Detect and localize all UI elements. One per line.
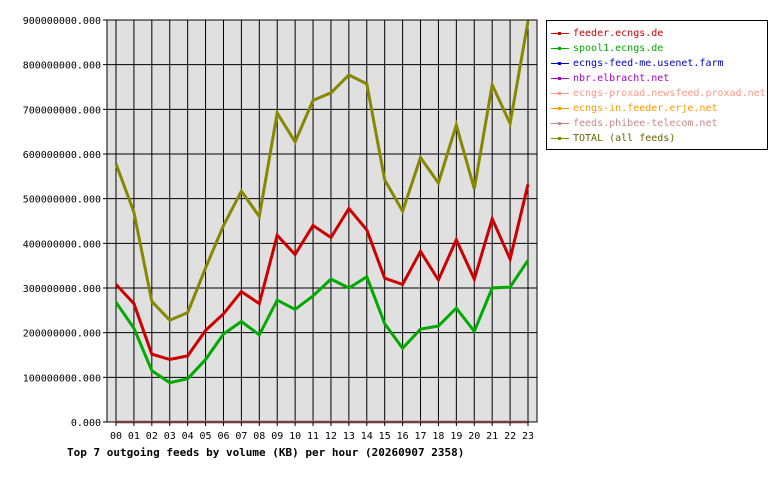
legend-label: ecngs-proxad.newsfeed.proxad.net (573, 88, 766, 99)
x-tick-label: 23 (522, 431, 534, 442)
x-tick-label: 15 (379, 431, 391, 442)
legend-label: nbr.elbracht.net (573, 73, 670, 84)
y-tick-label: 600000000.000 (23, 150, 101, 161)
x-tick-label: 16 (397, 431, 409, 442)
x-tick-label: 10 (289, 431, 301, 442)
x-tick-label: 05 (200, 431, 212, 442)
y-tick-label: 900000000.000 (23, 16, 101, 27)
legend-label: feeder.ecngs.de (573, 28, 664, 39)
x-tick-label: 02 (146, 431, 158, 442)
legend-label: ecngs-in.feeder.erje.net (573, 103, 718, 114)
legend-swatch (551, 62, 569, 65)
plot-background (107, 20, 537, 422)
x-tick-label: 21 (486, 431, 498, 442)
legend-item: nbr.elbracht.net (551, 71, 767, 86)
y-axis: 0.000 100000000.000 200000000.000 300000000… (23, 16, 107, 429)
x-tick-label: 14 (361, 431, 373, 442)
legend-label: spool1.ecngs.de (573, 43, 664, 54)
y-tick-label: 400000000.000 (23, 239, 101, 250)
legend-swatch (551, 47, 569, 50)
x-tick-label: 22 (504, 431, 516, 442)
legend-label: feeds.phibee-telecom.net (573, 118, 718, 129)
series-line-7 (114, 21, 530, 322)
legend: feeder.ecngs.de spool1.ecngs.de ecngs-feed… (546, 20, 768, 150)
x-tick-label: 07 (235, 431, 247, 442)
y-tick-label: 800000000.000 (23, 61, 101, 72)
legend-label: TOTAL (all feeds) (573, 133, 676, 144)
y-tick-label: 200000000.000 (23, 329, 101, 340)
x-tick-label: 09 (271, 431, 283, 442)
legend-swatch (551, 92, 569, 95)
x-tick-label: 11 (307, 431, 319, 442)
y-tick-label: 700000000.000 (23, 105, 101, 116)
y-tick-label: 500000000.000 (23, 195, 101, 206)
legend-item: ecngs-feed-me.usenet.farm (551, 56, 767, 71)
series-line-1 (114, 259, 530, 385)
legend-item: spool1.ecngs.de (551, 41, 767, 56)
legend-item: ecngs-in.feeder.erje.net (551, 101, 767, 116)
legend-swatch (551, 107, 569, 110)
x-tick-label: 19 (450, 431, 462, 442)
legend-item: feeds.phibee-telecom.net (551, 116, 767, 131)
y-tick-label: 300000000.000 (23, 284, 101, 295)
legend-swatch (551, 77, 569, 80)
x-tick-label: 03 (164, 431, 176, 442)
legend-swatch (551, 137, 569, 140)
series-line-0 (114, 184, 530, 362)
x-tick-label: 18 (432, 431, 444, 442)
legend-item: TOTAL (all feeds) (551, 131, 767, 146)
chart-title: Top 7 outgoing feeds by volume (KB) per … (67, 446, 464, 459)
legend-item: ecngs-proxad.newsfeed.proxad.net (551, 86, 767, 101)
x-tick-label: 04 (182, 431, 194, 442)
legend-swatch (551, 122, 569, 125)
legend-item: feeder.ecngs.de (551, 26, 767, 41)
legend-label: ecngs-feed-me.usenet.farm (573, 58, 724, 69)
y-tick-label: 0.000 (71, 418, 101, 429)
x-tick-label: 12 (325, 431, 337, 442)
x-axis: 00 01 02 03 04 05 06 07 08 09 10 11 12 13 14 15 16 17 18 19… (110, 422, 534, 442)
x-tick-label: 20 (468, 431, 480, 442)
x-tick-label: 08 (253, 431, 265, 442)
y-tick-label: 100000000.000 (23, 373, 101, 384)
x-tick-label: 17 (414, 431, 426, 442)
x-tick-label: 06 (217, 431, 229, 442)
plot-border (106, 19, 538, 423)
legend-swatch (551, 32, 569, 35)
x-tick-label: 00 (110, 431, 122, 442)
x-tick-label: 01 (128, 431, 140, 442)
x-tick-label: 13 (343, 431, 355, 442)
